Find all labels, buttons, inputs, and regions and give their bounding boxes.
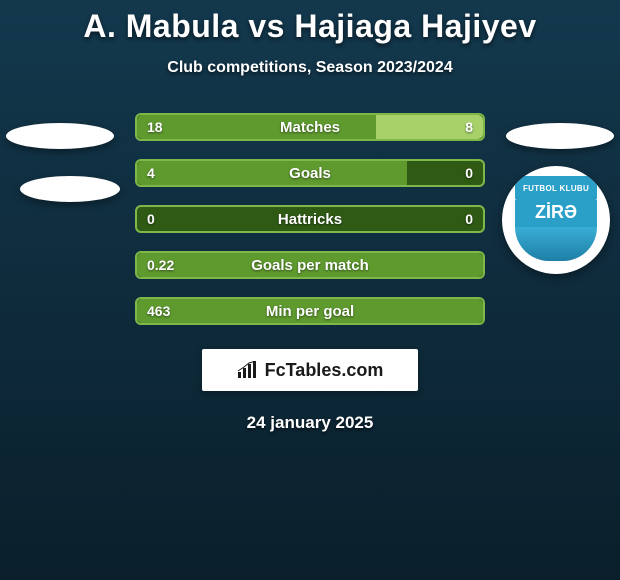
stat-left-fill bbox=[137, 161, 407, 185]
left-player-badge-2 bbox=[20, 176, 120, 202]
stat-row: Min per goal463 bbox=[135, 297, 485, 325]
brand-text: FcTables.com bbox=[265, 360, 384, 381]
stat-value-right: 8 bbox=[465, 115, 473, 139]
right-club-badge: FUTBOL KLUBU ZİRƏ bbox=[502, 166, 610, 274]
page-title: A. Mabula vs Hajiaga Hajiyev bbox=[83, 8, 536, 45]
stat-value-left: 463 bbox=[147, 299, 170, 323]
stat-value-left: 0.22 bbox=[147, 253, 174, 277]
stat-value-right: 0 bbox=[465, 207, 473, 231]
stat-row: Goals per match0.22 bbox=[135, 251, 485, 279]
stat-value-left: 0 bbox=[147, 207, 155, 231]
stat-track bbox=[137, 299, 483, 323]
club-shield bbox=[515, 227, 597, 261]
club-name: ZİRƏ bbox=[515, 200, 597, 227]
stat-value-left: 4 bbox=[147, 161, 155, 185]
stat-row: Goals40 bbox=[135, 159, 485, 187]
club-banner: FUTBOL KLUBU bbox=[515, 176, 597, 200]
stat-track bbox=[137, 161, 483, 185]
stat-value-right: 0 bbox=[465, 161, 473, 185]
subtitle: Club competitions, Season 2023/2024 bbox=[167, 59, 452, 77]
stat-row: Matches188 bbox=[135, 113, 485, 141]
stat-left-fill bbox=[137, 115, 376, 139]
bar-chart-icon bbox=[237, 361, 259, 379]
brand-box: FcTables.com bbox=[202, 349, 418, 391]
stat-spacer bbox=[137, 207, 483, 231]
stat-left-fill bbox=[137, 299, 483, 323]
stat-value-left: 18 bbox=[147, 115, 163, 139]
stat-track bbox=[137, 115, 483, 139]
club-crest: FUTBOL KLUBU ZİRƏ bbox=[515, 176, 597, 264]
right-player-badge bbox=[506, 123, 614, 149]
stat-row: Hattricks00 bbox=[135, 205, 485, 233]
date-text: 24 january 2025 bbox=[247, 413, 374, 433]
stat-track bbox=[137, 207, 483, 231]
content-root: A. Mabula vs Hajiaga Hajiyev Club compet… bbox=[0, 0, 620, 580]
stat-track bbox=[137, 253, 483, 277]
stat-left-fill bbox=[137, 253, 483, 277]
left-player-badge-1 bbox=[6, 123, 114, 149]
